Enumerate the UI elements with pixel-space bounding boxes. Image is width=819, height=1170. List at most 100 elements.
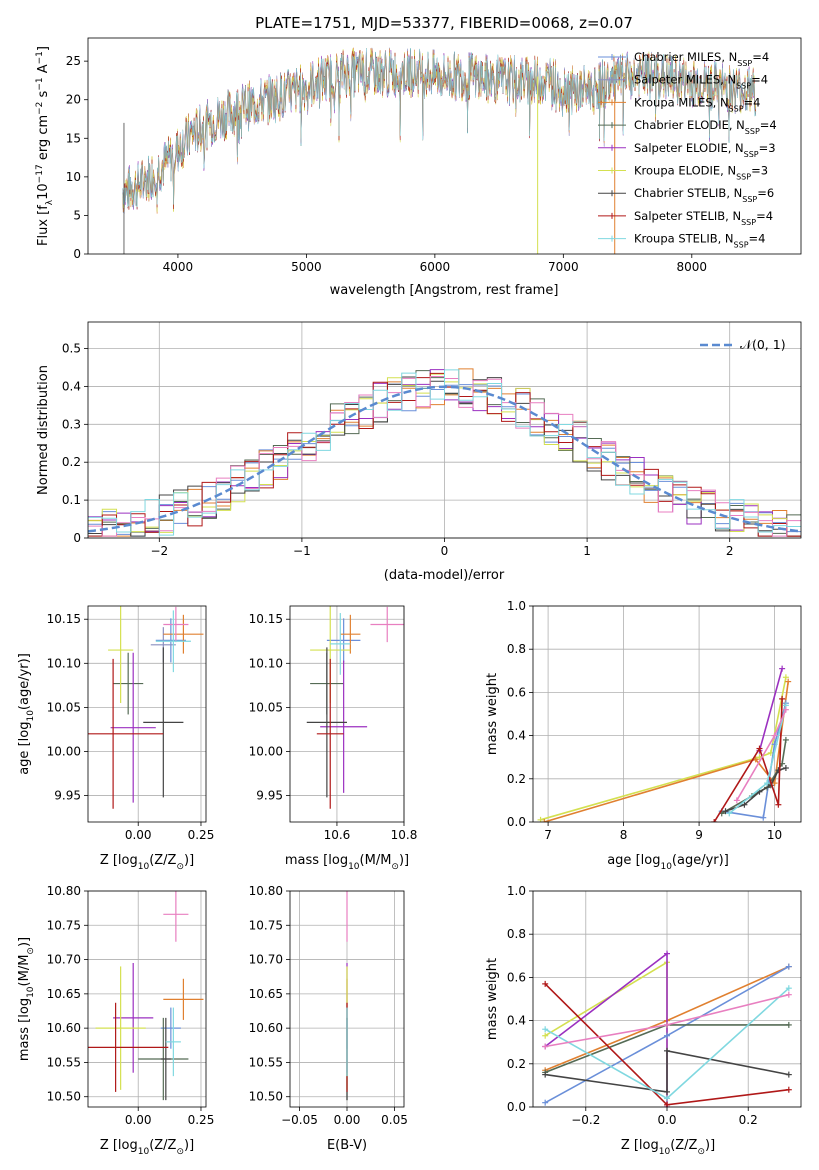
- panel-weight-vs-Z: −0.2 0.0 0.2 0.0 0.2 0.4 0.6 0.8 1.0: [507, 884, 802, 1127]
- x-axis-label-part: (Z/Z: [149, 853, 176, 868]
- y-tick-label: 10.70: [47, 953, 81, 967]
- y-axis-label: Normed distribution: [36, 365, 51, 495]
- legend-label: Salpeter STELIB, NSSP=4: [634, 209, 773, 227]
- y-tick-label: 0.2: [507, 1057, 526, 1071]
- x-tick-label: −2: [150, 544, 168, 558]
- x-tick-label: 10.8: [391, 828, 418, 842]
- x-tick-label: 2: [726, 544, 734, 558]
- y-axis-label-part: )]: [17, 937, 32, 947]
- x-axis-label: mass [log10(M/M⊙)]: [285, 853, 409, 872]
- y-tick-label: 25: [66, 54, 81, 68]
- legend-label-sub: SSP: [745, 127, 760, 136]
- axes-frame: [87, 890, 207, 1108]
- plot-area: [542, 950, 792, 1107]
- histogram-step: [88, 369, 801, 538]
- y-tick-label: 10.80: [249, 884, 283, 898]
- x-tick-label: 0.00: [125, 1113, 152, 1127]
- legend-label-sub: SSP: [736, 172, 751, 181]
- y-axis-label: mass [log10(M/M⊙)]: [17, 937, 36, 1061]
- y-tick-label: 10.65: [249, 987, 283, 1001]
- weight-line: [544, 681, 789, 822]
- x-tick-label: −1: [293, 544, 311, 558]
- legend-label: Chabrier MILES, NSSP=4: [634, 50, 769, 68]
- x-axis-label-sub: 10: [138, 1147, 150, 1157]
- y-tick-label: 0.0: [507, 1100, 526, 1114]
- x-tick-label: 6000: [420, 260, 451, 274]
- legend-label-tail: =4: [744, 95, 761, 109]
- x-tick-label: 7000: [548, 260, 579, 274]
- x-tick-label: 8: [620, 828, 628, 842]
- panel-age-vs-mass: 10.6 10.8 9.95 10.00 10.05 10.10 10.15: [249, 605, 418, 842]
- x-axis-label: E(B-V): [327, 1138, 367, 1153]
- y-tick-label: 15: [66, 131, 81, 145]
- y-tick-label: 0.2: [62, 455, 81, 469]
- x-tick-label: 0.00: [125, 828, 152, 842]
- axes-frame: [87, 37, 802, 255]
- y-tick-label: 0.4: [62, 379, 81, 393]
- x-axis-label: wavelength [Angstrom, rest frame]: [330, 283, 559, 298]
- plot-area: [122, 47, 757, 254]
- y-tick-label: 10.65: [47, 987, 81, 1001]
- y-axis-label-sub: 10: [26, 986, 36, 998]
- y-axis-label-sup: −1: [35, 51, 45, 64]
- weight-line: [540, 677, 787, 821]
- y-tick-label: 0.4: [507, 1014, 526, 1028]
- y-tick-label: 10.00: [47, 744, 81, 758]
- x-tick-label: 0: [441, 544, 449, 558]
- x-tick-label: 0.25: [188, 1113, 215, 1127]
- plot-area: [88, 891, 204, 1101]
- y-tick-label: 0.1: [62, 493, 81, 507]
- y-tick-label: 0.3: [62, 417, 81, 431]
- x-tick-label: 0.05: [381, 1113, 408, 1127]
- x-axis-label-sub: 10: [138, 862, 150, 872]
- x-axis-label: Z [log10(Z/Z⊙)]: [100, 853, 194, 872]
- y-tick-label: 0.4: [507, 729, 526, 743]
- y-tick-label: 0.2: [507, 772, 526, 786]
- figure-title: PLATE=1751, MJD=53377, FIBERID=0068, z=0…: [255, 14, 633, 32]
- y-tick-label: 0.6: [507, 685, 526, 699]
- y-tick-label: 10.50: [47, 1090, 81, 1104]
- panel-mass-vs-EBV: −0.05 0.00 0.05 10.50 10.55 10.60 10.65 10.70 10…: [249, 884, 408, 1127]
- legend-label-tail: =4: [749, 232, 766, 246]
- y-tick-label: 10.55: [47, 1055, 81, 1069]
- legend-label-tail: =6: [757, 186, 774, 200]
- panel-weight-vs-age: 7 8 9 10 0.0 0.2 0.4 0.6 0.8 1.0: [507, 599, 802, 842]
- x-tick-label: 7: [544, 828, 552, 842]
- y-axis-label: mass weight: [485, 958, 500, 1040]
- weight-line: [544, 960, 668, 1107]
- panel-residuals: −2 −1 0 1 2 0 0.1 0.2 0.3 0.4 0.5: [62, 321, 802, 558]
- x-axis-label-part: )]: [399, 853, 409, 868]
- x-axis-label-sub: 10: [660, 862, 672, 872]
- x-axis-label-part: )]: [705, 1138, 715, 1153]
- x-tick-label: 10: [767, 828, 782, 842]
- x-axis-label: age [log10(age/yr)]: [607, 853, 729, 872]
- legend-label-tail: =4: [751, 73, 768, 87]
- x-axis-label: Z [log10(Z/Z⊙)]: [621, 1138, 715, 1157]
- legend-label-sub: SSP: [729, 104, 744, 113]
- y-axis-label-part: (age/yr)]: [17, 653, 32, 710]
- axes-frame: [532, 605, 802, 823]
- legend-label: Salpeter ELODIE, NSSP=3: [634, 141, 776, 159]
- y-axis-label-part: 10: [36, 183, 51, 200]
- y-tick-label: 0.6: [507, 970, 526, 984]
- y-tick-label: 10.60: [249, 1021, 283, 1035]
- x-axis-label-part: (Z/Z: [149, 1138, 176, 1153]
- legend-label-sub: SSP: [744, 149, 759, 158]
- x-axis-label-part: (age/yr)]: [672, 853, 729, 868]
- plot-area: [306, 606, 404, 809]
- x-tick-label: 0.25: [188, 828, 215, 842]
- y-tick-label: 0.5: [62, 342, 81, 356]
- x-tick-label: 4000: [163, 260, 194, 274]
- y-axis-label-part: A: [36, 64, 51, 77]
- x-axis-label-part: (M/M: [360, 853, 392, 868]
- x-axis-label-sub: 10: [348, 862, 360, 872]
- x-axis-label: Z [log10(Z/Z⊙)]: [100, 1138, 194, 1157]
- legend-label: Kroupa ELODIE, NSSP=3: [634, 164, 768, 182]
- y-axis-label-part: ]: [36, 46, 51, 51]
- x-axis-label-part: )]: [184, 853, 194, 868]
- y-axis-label: Flux [fλ10−17 erg cm−2 s−1 A−1]: [35, 46, 55, 246]
- y-axis-label-sub: λ: [45, 199, 55, 205]
- y-tick-label: 10: [66, 170, 81, 184]
- legend-label: Salpeter MILES, NSSP=4: [634, 73, 768, 91]
